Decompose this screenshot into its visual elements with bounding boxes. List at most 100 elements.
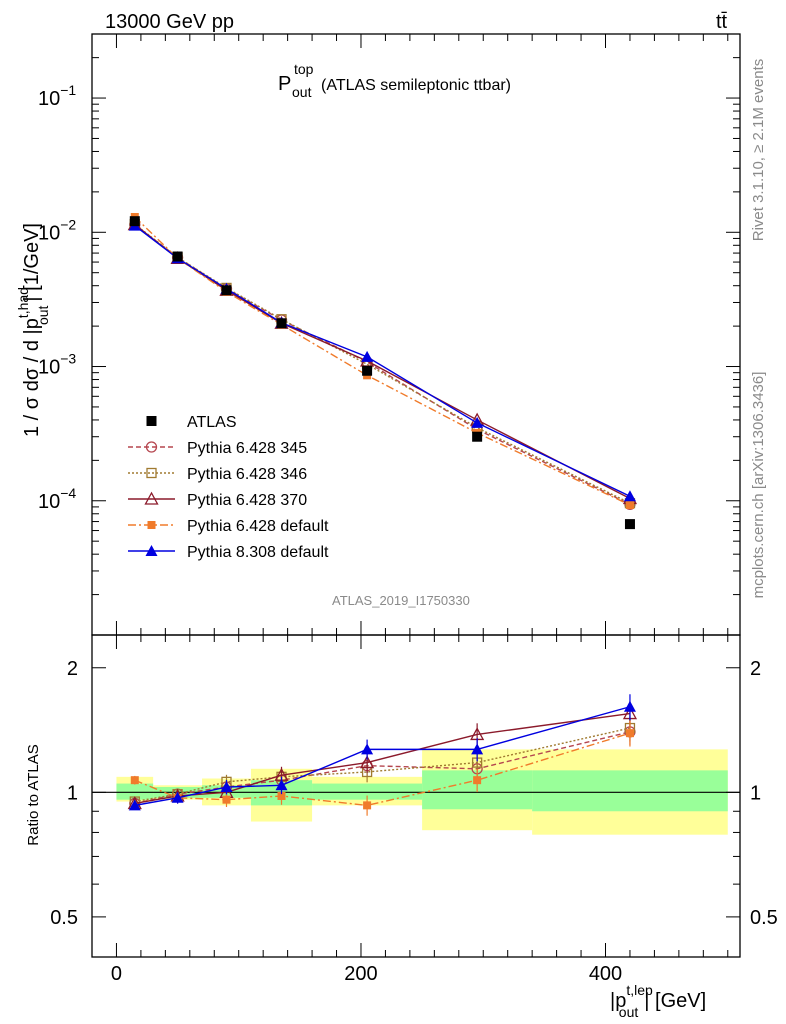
main-ylabel-sub: out [35, 305, 51, 325]
analysis-label: ATLAS_2019_I1750330 [332, 593, 470, 608]
xlabel-post: | [GeV] [644, 990, 706, 1012]
legend-label: Pythia 6.428 default [187, 518, 329, 535]
ratio-y-tick-label: 1 [750, 782, 761, 804]
ratio-series-group [127, 694, 638, 816]
legend-entry-pythia-6-428-370: Pythia 6.428 370 [128, 491, 307, 509]
ratio-data-point [222, 795, 231, 804]
main-ylabel-sup: t,had [15, 287, 31, 318]
process-label: tt̄ [716, 11, 728, 33]
series-line [134, 216, 631, 506]
data-point [276, 318, 287, 329]
data-point [471, 416, 484, 428]
legend-marker [147, 521, 156, 529]
main-y-tick-label: 10−2 [38, 216, 76, 244]
series-pythia-6-428-370 [127, 217, 638, 505]
legend-marker [145, 441, 158, 453]
main-ylabel-pre: 1 / σ dσ / d |p [21, 318, 43, 437]
energy-label: 13000 GeV pp [105, 11, 234, 33]
ratio-data-point [128, 799, 141, 811]
ratio-data-point [471, 743, 484, 755]
plot-title-sup: top [294, 61, 314, 77]
ratio-data-point [275, 779, 288, 791]
main-x-ticks [91, 34, 729, 635]
legend-entry-pythia-6-428-default: Pythia 6.428 default [128, 518, 329, 535]
main-y-ticks: 10−1 10−2 10−3 10−4 [38, 57, 740, 636]
main-series-group [127, 212, 638, 530]
data-point [129, 216, 140, 227]
ratio-data-point [623, 700, 636, 712]
legend-marker [146, 467, 157, 479]
mcplots-label: mcplots.cern.ch [arXiv:1306.3436] [750, 372, 767, 599]
ratio-x-ticks: 0 200 400 [91, 635, 729, 985]
x-tick-label: 400 [589, 963, 622, 985]
ratio-plot-panel: 0.5 0.5 1 1 2 2 0 200 400 [50, 634, 778, 985]
data-point [623, 490, 636, 502]
main-ylabel-post: | [1/GeV] [21, 223, 43, 302]
ratio-plot-frame [91, 634, 741, 958]
data-point [625, 500, 634, 509]
data-point [472, 431, 483, 442]
ratio-data-point [625, 729, 634, 738]
ratio-series-pythia-8-308-default [128, 694, 636, 811]
legend-label: Pythia 6.428 346 [187, 466, 307, 483]
legend-entry-pythia-6-428-346: Pythia 6.428 346 [128, 466, 307, 483]
data-point [221, 285, 232, 296]
data-point [172, 251, 183, 262]
ratio-inner-band [532, 770, 728, 812]
legend-marker [145, 545, 158, 556]
series-line [134, 224, 631, 505]
ratio-y-tick-label: 2 [750, 658, 761, 680]
legend-label: Pythia 6.428 370 [187, 492, 307, 509]
series-pythia-8-308-default [128, 219, 636, 502]
ratio-data-point [359, 755, 375, 769]
ratio-data-point [473, 776, 482, 785]
ratio-data-point [277, 791, 286, 800]
ratio-data-point [220, 781, 233, 793]
plot-title-sub: out [292, 84, 312, 100]
series-pythia-6-428-346 [129, 218, 636, 509]
series-pythia-6-428-default [130, 212, 634, 509]
ratio-data-point [361, 743, 374, 755]
series-line [134, 224, 631, 500]
x-tick-label: 0 [111, 963, 122, 985]
legend-marker [146, 416, 157, 426]
x-tick-label: 200 [344, 963, 377, 985]
legend-label: Pythia 8.308 default [187, 544, 329, 561]
main-y-tick-label: 10−4 [38, 485, 76, 513]
legend: ATLAS Pythia 6.428 345 Pythia 6.428 346 Pyt… [128, 414, 329, 561]
ratio-y-axis-label: Ratio to ATLAS [25, 744, 42, 845]
xlabel-sub: out [619, 1004, 639, 1020]
ratio-inner-band [116, 783, 154, 800]
ratio-y-tick-label: 0.5 [750, 907, 778, 929]
legend-entry-pythia-6-428-345: Pythia 6.428 345 [128, 440, 307, 457]
plot-title-suffix: (ATLAS semileptonic ttbar) [321, 77, 511, 94]
ratio-inner-band [312, 783, 423, 800]
legend-label: Pythia 6.428 345 [187, 440, 307, 457]
ratio-y-tick-label: 1 [67, 782, 78, 804]
legend-label: ATLAS [187, 414, 237, 431]
xlabel-sup: t,lep [626, 982, 653, 998]
xlabel-pre: |p [610, 990, 626, 1012]
data-point [362, 365, 373, 376]
main-y-tick-label: 10−1 [38, 82, 76, 110]
main-y-axis-label: 1 / σ dσ / d |pt,had out | [1/GeV] [15, 223, 51, 437]
ratio-y-tick-label: 0.5 [50, 907, 78, 929]
plot-title-main: P [278, 73, 291, 95]
legend-entry-atlas: ATLAS [146, 414, 237, 431]
x-axis-label: |pt,lep out | [GeV] [610, 982, 706, 1020]
ratio-y-tick-label: 2 [67, 658, 78, 680]
plot-title: P [278, 73, 291, 95]
rivet-label: Rivet 3.1.10, ≥ 2.1M events [750, 59, 767, 242]
ratio-data-point [363, 801, 372, 810]
main-plot-panel: 10−1 10−2 10−3 10−4 P top out (ATLAS semile… [38, 33, 741, 636]
data-point [361, 350, 374, 362]
data-point [624, 519, 635, 530]
ratio-data-point [130, 776, 139, 785]
main-y-tick-label: 10−3 [38, 351, 76, 379]
ratio-data-point [171, 791, 184, 803]
legend-entry-pythia-8-308-default: Pythia 8.308 default [128, 544, 329, 561]
series-atlas [129, 216, 635, 530]
legend-marker [144, 491, 159, 505]
